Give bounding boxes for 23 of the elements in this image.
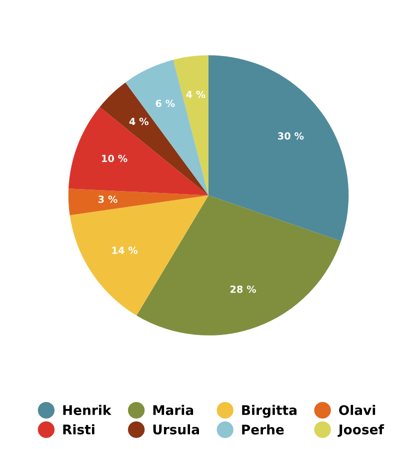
legend-label: Maria	[153, 404, 194, 416]
legend-label: Henrik	[63, 404, 112, 416]
data-label: 4 %	[129, 118, 149, 126]
legend-label: Perhe	[242, 424, 284, 435]
pie-slice	[100, 82, 208, 196]
data-label: 4 %	[186, 90, 206, 98]
data-label: 6 %	[156, 100, 175, 108]
legend-label: Joosef	[338, 424, 384, 437]
legend-label: Birgitta	[242, 404, 296, 418]
data-label: 28 %	[230, 286, 256, 293]
data-label: 14 %	[112, 246, 138, 254]
legend-label: Olavi	[339, 404, 376, 416]
pie-slice	[68, 106, 208, 196]
data-label: 10 %	[102, 154, 128, 162]
data-label: 3 %	[98, 196, 118, 203]
pie-slice	[208, 55, 349, 242]
pie-slice	[136, 195, 341, 336]
legend-label: Ursula	[153, 424, 199, 434]
pie-slice	[68, 188, 208, 216]
pie-slice	[70, 195, 208, 316]
legend-label: Risti	[63, 424, 94, 434]
data-label: 30 %	[278, 132, 304, 140]
pie-slice	[173, 55, 208, 196]
